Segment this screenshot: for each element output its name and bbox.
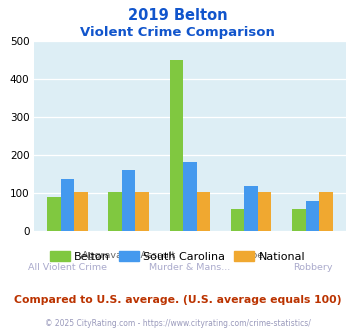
Bar [197, 192, 210, 231]
Legend: Belton, South Carolina, National: Belton, South Carolina, National [45, 247, 310, 267]
Bar [258, 192, 271, 231]
Bar [319, 192, 333, 231]
Text: Robbery: Robbery [293, 263, 332, 272]
Text: Violent Crime Comparison: Violent Crime Comparison [80, 26, 275, 39]
Bar [245, 186, 258, 231]
Bar [231, 209, 245, 231]
Bar [306, 201, 319, 231]
Text: Compared to U.S. average. (U.S. average equals 100): Compared to U.S. average. (U.S. average … [14, 295, 341, 305]
Bar [183, 162, 197, 231]
Text: 2019 Belton: 2019 Belton [128, 8, 227, 23]
Bar [61, 179, 74, 231]
Bar [170, 60, 183, 231]
Bar [109, 192, 122, 231]
Bar [292, 209, 306, 231]
Bar [135, 192, 149, 231]
Text: Murder & Mans...: Murder & Mans... [149, 263, 230, 272]
Text: Aggravated Assault: Aggravated Assault [82, 251, 175, 260]
Bar [74, 192, 88, 231]
Text: Rape: Rape [239, 251, 263, 260]
Bar [47, 197, 61, 231]
Text: © 2025 CityRating.com - https://www.cityrating.com/crime-statistics/: © 2025 CityRating.com - https://www.city… [45, 319, 310, 328]
Bar [122, 170, 135, 231]
Text: All Violent Crime: All Violent Crime [28, 263, 107, 272]
